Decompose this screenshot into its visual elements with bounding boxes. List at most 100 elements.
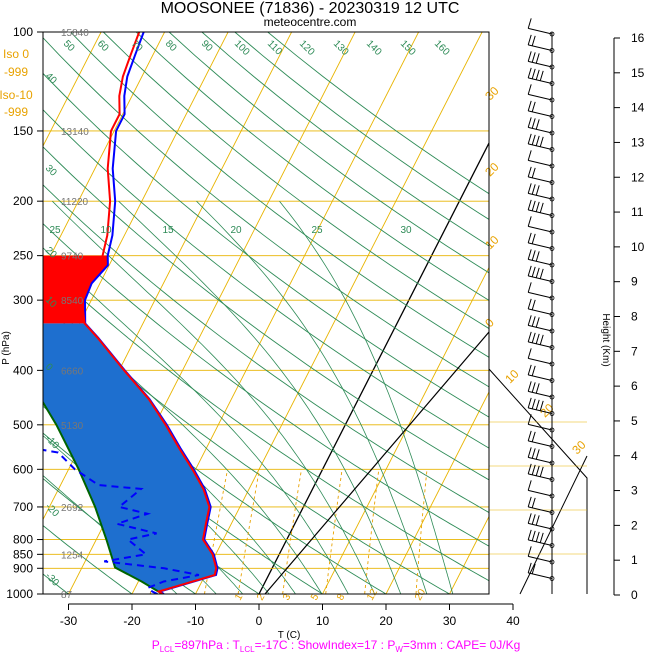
freezing-level-label: Iso-10: [0, 88, 33, 102]
wind-barb: [528, 225, 553, 233]
dry-adiabat-label: 100: [232, 38, 252, 58]
mixing-ratio-line: [415, 469, 428, 594]
wind-barb-flag: [531, 167, 536, 179]
wind-barb-flag: [527, 282, 532, 293]
height-tick-label: 0: [631, 588, 638, 602]
wind-barb-flag: [527, 216, 532, 227]
wind-barb: [528, 357, 553, 365]
wind-station-dot: [549, 328, 555, 334]
wind-station-dot: [549, 114, 555, 119]
wind-barb-flag: [531, 266, 536, 278]
x-tick-label: -20: [123, 614, 141, 628]
mixing-ratio-label: 12: [365, 587, 380, 603]
cape-cin-fill: [43, 255, 218, 594]
wind-barb-flag: [539, 268, 544, 280]
height-tick-label: 15: [631, 66, 645, 80]
wind-barb-flag: [535, 267, 540, 279]
parcel-line: [43, 400, 164, 594]
mixing-ratio-label: 1: [233, 592, 246, 603]
wind-barb-flag: [535, 449, 540, 460]
freezing-level-label: Iso 0: [3, 47, 29, 61]
wind-station-dot: [549, 444, 555, 449]
wind-barb-flag: [531, 101, 536, 113]
hodo-outline: [488, 368, 588, 594]
dry-adiabat-line: [43, 37, 489, 388]
wind-barb-flag: [535, 515, 540, 526]
x-tick-label: 0: [256, 614, 263, 628]
wind-barb-flag: [531, 299, 536, 311]
x-tick-label: 30: [443, 614, 457, 628]
wind-barb-flag: [527, 546, 532, 557]
y-tick-label: 500: [13, 418, 33, 432]
wind-barb-flag: [535, 119, 540, 130]
wind-barb-flag: [535, 383, 540, 394]
wind-barb-flag: [531, 52, 536, 63]
wind-station-dot: [549, 262, 555, 268]
wind-barb-flag: [527, 315, 532, 326]
mixing-ratio-line: [204, 469, 229, 594]
wind-barb-flag: [527, 232, 532, 244]
freezing-level-info: Iso 0 -999 Iso-10 -999: [0, 47, 33, 119]
dry-adiabat-label: 130: [331, 38, 351, 58]
height-tick-label: 2: [631, 518, 638, 532]
y-tick-label: 800: [13, 533, 33, 547]
height-tick-label: 4: [631, 449, 638, 463]
wind-station-dot: [549, 147, 555, 152]
wind-barb-flag: [527, 133, 532, 145]
wind-barb-flag: [535, 185, 540, 196]
wind-station-dot: [549, 246, 555, 251]
moist-adiabat-line: [279, 200, 454, 594]
wind-station-dot: [549, 411, 555, 416]
wind-barb: [528, 159, 553, 167]
mixing-ratio-label: 5: [309, 592, 322, 603]
sounding-series: [43, 32, 219, 594]
wind-barb-flag: [535, 465, 540, 477]
wind-barb-flag: [539, 532, 544, 544]
dry-adiabat-line: [168, 32, 489, 274]
wind-barb-flag: [539, 334, 544, 346]
wind-barb-flag: [539, 400, 544, 412]
height-label: 9740: [61, 252, 84, 263]
wind-station-dot: [549, 394, 555, 400]
wind-barb-flag: [531, 316, 536, 327]
y-tick-label: 600: [13, 462, 33, 476]
dry-adiabat-line: [135, 32, 489, 301]
wind-barb-flag: [527, 34, 532, 46]
height-tick-label: 10: [631, 240, 645, 254]
wind-barb-flag: [539, 466, 544, 478]
moist-adiabat-label: 20: [230, 225, 242, 236]
wind-barb-flag: [531, 184, 536, 195]
wind-barb-flag: [527, 166, 532, 178]
wind-station-dot: [549, 460, 555, 466]
wind-barb-flag: [527, 150, 532, 161]
dry-adiabat-line: [43, 184, 489, 514]
footer-indices: PLCL=897hPa : TLCL=-17C : ShowIndex=17 :…: [152, 638, 521, 654]
height-tick-label: 14: [631, 101, 645, 115]
y-tick-label: 150: [13, 124, 33, 138]
hodo-label: 30: [569, 438, 589, 458]
wind-barb-flag: [539, 70, 544, 82]
dry-adiabat-line: [267, 32, 489, 195]
hodo-line: [519, 455, 588, 595]
height-tick-label: 16: [631, 31, 645, 45]
wind-barb-flag: [527, 348, 532, 359]
height-tick-label: 5: [631, 414, 638, 428]
wind-barb-flag: [527, 496, 532, 508]
wind-station-dot: [549, 180, 555, 185]
wind-barb-flag: [535, 69, 540, 81]
wind-barb: [528, 423, 553, 431]
wind-station-dot: [549, 31, 555, 37]
isotherm-label: 30: [482, 84, 502, 104]
isotherm-label: 10: [482, 233, 502, 253]
height-label: 15840: [61, 28, 89, 39]
y-tick-label: 250: [13, 249, 33, 263]
wind-barb-flag: [531, 382, 536, 393]
wind-station-dot: [549, 64, 555, 70]
wind-barb-flag: [531, 448, 536, 459]
y-tick-label: 300: [13, 293, 33, 307]
y-tick-label: 200: [13, 194, 33, 208]
